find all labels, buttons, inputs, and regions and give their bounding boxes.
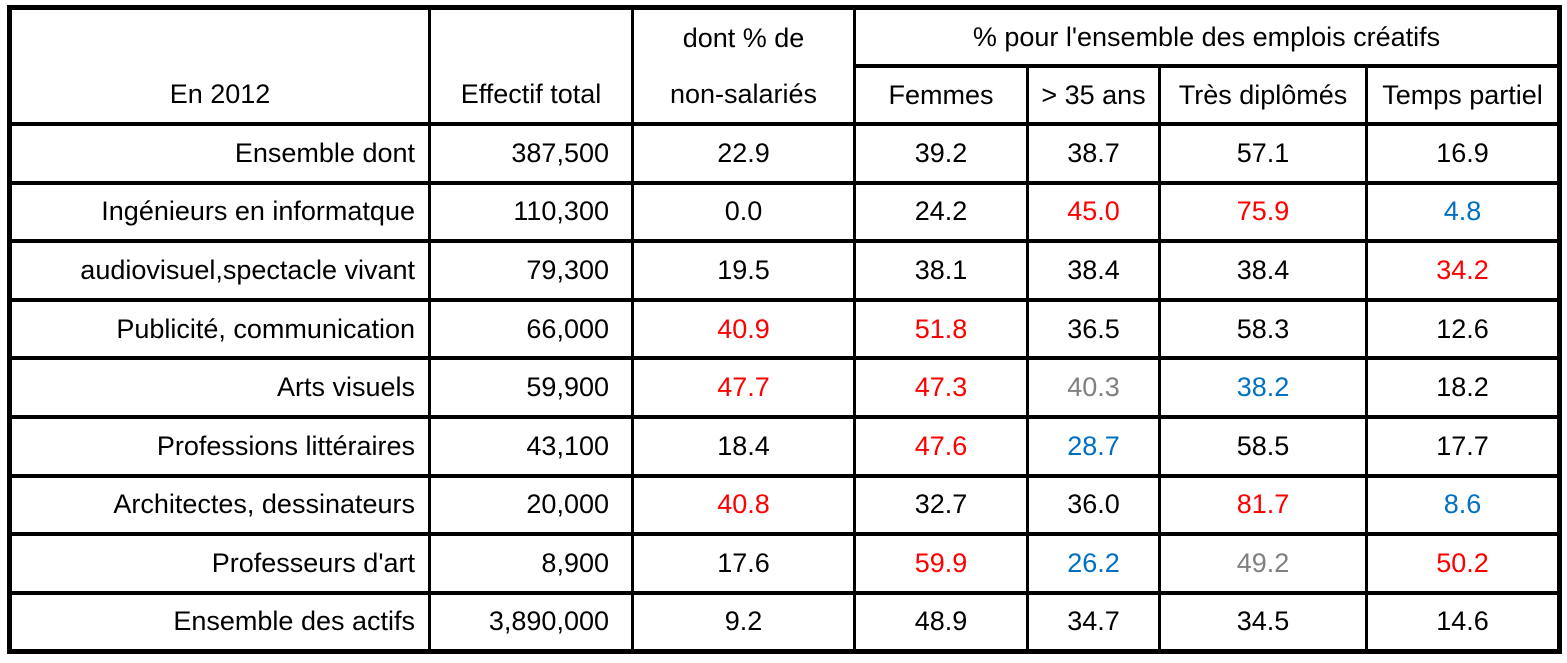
cell-pct-plus-35-ans: 34.7 bbox=[1026, 590, 1161, 654]
table-row: Ensemble dont 387,500 22.9 39.2 38.7 57.1 16.9 bbox=[8, 122, 1561, 185]
header-temps-partiel: Temps partiel bbox=[1365, 64, 1561, 126]
cell-effectif-total: 43,100 bbox=[428, 414, 634, 478]
table-row: Ensemble des actifs 3,890,000 9.2 48.9 34.7 3… bbox=[8, 590, 1561, 654]
cell-pct-non-salaries: 17.6 bbox=[631, 532, 856, 595]
cell-effectif-total: 20,000 bbox=[428, 473, 634, 537]
cell-pct-tres-diplomes: 34.5 bbox=[1158, 590, 1368, 654]
table-row: audiovisuel,spectacle vivant 79,300 19.5 38… bbox=[8, 239, 1561, 302]
cell-pct-plus-35-ans: 38.4 bbox=[1026, 239, 1161, 302]
cell-pct-tres-diplomes: 75.9 bbox=[1158, 180, 1368, 244]
cell-pct-tres-diplomes: 49.2 bbox=[1158, 532, 1368, 595]
cell-pct-temps-partiel: 14.6 bbox=[1365, 590, 1561, 654]
table-row: Professions littéraires 43,100 18.4 47.6 28.… bbox=[8, 414, 1561, 478]
table-row: Professeurs d'art 8,900 17.6 59.9 26.2 49.2 50… bbox=[8, 532, 1561, 595]
table-row: Arts visuels 59,900 47.7 47.3 40.3 38.2 18.2 bbox=[8, 356, 1561, 419]
cell-pct-femmes: 59.9 bbox=[853, 532, 1029, 595]
cell-pct-femmes: 47.3 bbox=[853, 356, 1029, 419]
table-header: En 2012 Effectif total dont % de non-sal… bbox=[8, 5, 1561, 126]
cell-pct-plus-35-ans: 38.7 bbox=[1026, 122, 1161, 185]
cell-profession: Publicité, communication bbox=[8, 297, 431, 361]
header-plus-35-ans: > 35 ans bbox=[1026, 64, 1161, 126]
cell-effectif-total: 8,900 bbox=[428, 532, 634, 595]
cell-effectif-total: 387,500 bbox=[428, 122, 634, 185]
cell-pct-plus-35-ans: 28.7 bbox=[1026, 414, 1161, 478]
cell-pct-femmes: 47.6 bbox=[853, 414, 1029, 478]
header-femmes: Femmes bbox=[853, 64, 1029, 126]
header-group-emplois-creatifs: % pour l'ensemble des emplois créatifs bbox=[853, 5, 1561, 69]
cell-effectif-total: 79,300 bbox=[428, 239, 634, 302]
cell-profession: audiovisuel,spectacle vivant bbox=[8, 239, 431, 302]
cell-profession: Architectes, dessinateurs bbox=[8, 473, 431, 537]
cell-pct-femmes: 32.7 bbox=[853, 473, 1029, 537]
cell-pct-tres-diplomes: 81.7 bbox=[1158, 473, 1368, 537]
cell-pct-non-salaries: 40.9 bbox=[631, 297, 856, 361]
cell-profession: Arts visuels bbox=[8, 356, 431, 419]
table-row: Ingénieurs en informatque 110,300 0.0 24.2 4… bbox=[8, 180, 1561, 244]
header-non-salaries: dont % de non-salariés bbox=[631, 5, 856, 126]
cell-pct-femmes: 39.2 bbox=[853, 122, 1029, 185]
cell-pct-plus-35-ans: 40.3 bbox=[1026, 356, 1161, 419]
cell-pct-temps-partiel: 50.2 bbox=[1365, 532, 1561, 595]
cell-pct-non-salaries: 9.2 bbox=[631, 590, 856, 654]
cell-effectif-total: 3,890,000 bbox=[428, 590, 634, 654]
cell-pct-plus-35-ans: 36.5 bbox=[1026, 297, 1161, 361]
cell-pct-temps-partiel: 17.7 bbox=[1365, 414, 1561, 478]
cell-pct-plus-35-ans: 36.0 bbox=[1026, 473, 1161, 537]
cell-pct-temps-partiel: 16.9 bbox=[1365, 122, 1561, 185]
cell-effectif-total: 66,000 bbox=[428, 297, 634, 361]
cell-effectif-total: 110,300 bbox=[428, 180, 634, 244]
cell-pct-tres-diplomes: 58.3 bbox=[1158, 297, 1368, 361]
header-effectif-total: Effectif total bbox=[428, 5, 634, 126]
table-row: Architectes, dessinateurs 20,000 40.8 32.7 3… bbox=[8, 473, 1561, 537]
cell-pct-non-salaries: 19.5 bbox=[631, 239, 856, 302]
creative-jobs-table: En 2012 Effectif total dont % de non-sal… bbox=[7, 5, 1562, 654]
cell-pct-non-salaries: 22.9 bbox=[631, 122, 856, 185]
header-non-salaries-line1: dont % de bbox=[682, 22, 805, 53]
cell-profession: Ensemble dont bbox=[8, 122, 431, 185]
header-tres-diplomes: Très diplômés bbox=[1158, 64, 1368, 126]
cell-pct-tres-diplomes: 38.2 bbox=[1158, 356, 1368, 419]
cell-pct-temps-partiel: 34.2 bbox=[1365, 239, 1561, 302]
cell-pct-non-salaries: 47.7 bbox=[631, 356, 856, 419]
cell-profession: Professeurs d'art bbox=[8, 532, 431, 595]
cell-pct-plus-35-ans: 45.0 bbox=[1026, 180, 1161, 244]
cell-effectif-total: 59,900 bbox=[428, 356, 634, 419]
cell-profession: Ensemble des actifs bbox=[8, 590, 431, 654]
cell-pct-femmes: 51.8 bbox=[853, 297, 1029, 361]
cell-pct-femmes: 38.1 bbox=[853, 239, 1029, 302]
cell-pct-temps-partiel: 4.8 bbox=[1365, 180, 1561, 244]
cell-pct-plus-35-ans: 26.2 bbox=[1026, 532, 1161, 595]
cell-pct-temps-partiel: 18.2 bbox=[1365, 356, 1561, 419]
cell-profession: Professions littéraires bbox=[8, 414, 431, 478]
cell-pct-tres-diplomes: 57.1 bbox=[1158, 122, 1368, 185]
cell-pct-temps-partiel: 8.6 bbox=[1365, 473, 1561, 537]
cell-pct-non-salaries: 0.0 bbox=[631, 180, 856, 244]
cell-pct-femmes: 24.2 bbox=[853, 180, 1029, 244]
cell-pct-femmes: 48.9 bbox=[853, 590, 1029, 654]
header-year: En 2012 bbox=[8, 5, 431, 126]
cell-pct-non-salaries: 18.4 bbox=[631, 414, 856, 478]
table-row: Publicité, communication 66,000 40.9 51.8 36… bbox=[8, 297, 1561, 361]
cell-pct-tres-diplomes: 58.5 bbox=[1158, 414, 1368, 478]
header-non-salaries-line2: non-salariés bbox=[669, 78, 818, 109]
cell-pct-tres-diplomes: 38.4 bbox=[1158, 239, 1368, 302]
cell-profession: Ingénieurs en informatque bbox=[8, 180, 431, 244]
cell-pct-non-salaries: 40.8 bbox=[631, 473, 856, 537]
cell-pct-temps-partiel: 12.6 bbox=[1365, 297, 1561, 361]
table-body: Ensemble dont 387,500 22.9 39.2 38.7 57.1 16.9… bbox=[8, 122, 1561, 654]
